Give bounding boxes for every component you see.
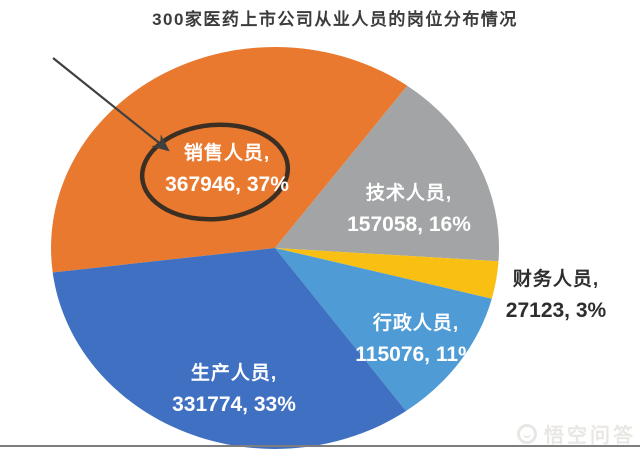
- chart-title: 300家医药上市公司从业人员的岗位分布情况: [152, 10, 518, 29]
- slice-label-administrative-name: 行政人员,: [372, 313, 460, 334]
- annotation-circle: [139, 122, 291, 222]
- pie-slice-2-财务人员: [275, 248, 499, 299]
- pie-slices: [51, 47, 499, 449]
- slice-label-finance-name: 财务人员,: [512, 269, 600, 290]
- slice-label-technical-name: 技术人员,: [365, 183, 453, 204]
- slice-label-administrative: 行政人员, 115076, 11%: [355, 308, 476, 370]
- slice-label-finance-value: 27123, 3%: [505, 299, 607, 322]
- watermark-text: 悟空问答: [544, 425, 636, 447]
- pie-slice-3-行政人员: [275, 248, 492, 411]
- wukong-logo-icon: [517, 423, 537, 444]
- annotation-arrow: [52, 57, 170, 152]
- slice-label-sales: 销售人员, 367946, 37%: [165, 138, 289, 200]
- slice-label-technical: 技术人员, 157058, 16%: [347, 178, 471, 240]
- slice-label-production: 生产人员, 331774, 33%: [172, 358, 296, 420]
- pie-slice-4-生产人员: [52, 248, 406, 449]
- pie-slice-1-技术人员: [275, 85, 499, 262]
- slice-label-technical-value: 157058, 16%: [347, 213, 471, 236]
- slice-label-finance: 财务人员, 27123, 3%: [506, 264, 606, 326]
- slice-label-production-value: 331774, 33%: [172, 393, 296, 416]
- bottom-divider-line: [0, 445, 640, 447]
- watermark: 悟空问答: [517, 419, 636, 448]
- slice-label-sales-value: 367946, 37%: [165, 173, 289, 196]
- pie-slice-0-销售人员: [51, 47, 408, 273]
- slice-label-administrative-value: 115076, 11%: [355, 343, 477, 366]
- slice-label-sales-name: 销售人员,: [183, 143, 271, 164]
- slice-label-production-name: 生产人员,: [190, 363, 278, 384]
